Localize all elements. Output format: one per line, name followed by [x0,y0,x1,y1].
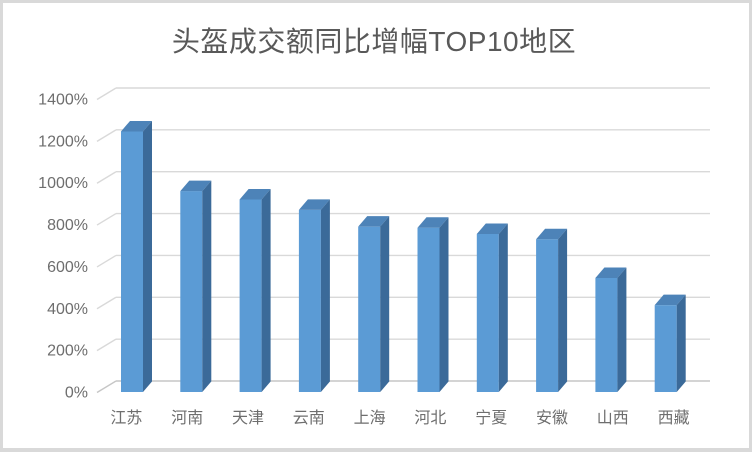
gridline-diagonal [96,171,117,184]
x-category-label: 安徽 [536,409,568,427]
bar-front-face [595,277,618,392]
bar-西藏 [654,294,686,392]
y-tick-label: 600% [47,259,88,276]
y-tick-label: 1200% [38,133,88,150]
bar-top-face [654,294,686,306]
y-tick-label: 200% [47,343,88,360]
bar-front-face [298,209,321,392]
gridline-diagonal [96,212,117,226]
bar-上海 [358,216,390,392]
gridline-diagonal [96,129,117,142]
bar-side-face [498,223,508,392]
axis-labels-layer: 0% 200% 400% 600% 800% 1000% 1200% 1400% 江苏 河南 天津 云… [38,92,689,428]
bar-side-face [202,180,212,392]
bar-side-face [676,294,686,392]
y-tick-label: 0% [65,385,88,402]
bar-chart: 头盔成交额同比增幅TOP10地区 0% 200% 400% 600% 800% 1000%… [38,26,710,428]
x-category-label: 江苏 [110,409,142,427]
bar-top-face [298,199,330,210]
x-category-label: 河北 [414,409,446,427]
bar-front-face [239,199,262,392]
bar-top-face [476,223,508,234]
bar-云南 [298,199,330,392]
bar-江苏 [121,120,152,393]
bar-front-face [654,305,677,392]
bar-河北 [417,217,449,392]
bar-side-face [380,216,390,392]
bar-top-face [417,217,449,228]
bar-安徽 [536,228,568,392]
bar-河南 [180,180,212,392]
bar-top-face [595,267,627,278]
bar-front-face [536,239,559,392]
y-tick-label: 400% [47,301,88,318]
bar-宁夏 [476,223,508,392]
gridline-diagonal [96,87,117,101]
y-tick-label: 1000% [38,175,88,192]
x-category-label: 上海 [354,409,386,427]
x-category-label: 天津 [232,409,264,427]
axis-floor-diagonal [96,380,117,394]
x-category-label: 西藏 [658,409,690,427]
gridline-diagonal [96,296,117,310]
bar-top-face [358,216,390,227]
bars-layer [121,120,686,393]
bar-top-face [536,228,568,240]
bar-front-face [476,233,499,392]
x-category-label: 山西 [597,409,629,427]
bar-山西 [595,267,627,392]
bar-side-face [439,217,449,392]
bar-side-face [320,199,330,392]
gridline-diagonal [96,254,117,268]
bar-天津 [239,188,271,392]
bar-top-face [180,180,212,192]
y-tick-label: 1400% [38,92,88,109]
bar-top-face [239,188,271,200]
gridline-diagonal [96,338,117,352]
bar-side-face [558,228,568,392]
bar-top-face [121,120,152,132]
bar-side-face [261,188,271,392]
x-category-label: 宁夏 [475,409,507,427]
y-tick-label: 800% [47,217,88,234]
bar-side-face [143,120,152,393]
gridline-layer [96,87,710,394]
bar-front-face [180,191,203,392]
bar-front-face [121,131,143,393]
chart-title: 头盔成交额同比增幅TOP10地区 [172,26,576,57]
bar-front-face [417,227,440,392]
x-category-label: 云南 [293,409,325,427]
bar-side-face [617,267,627,392]
bar-front-face [358,226,381,392]
x-category-label: 河南 [171,409,203,427]
